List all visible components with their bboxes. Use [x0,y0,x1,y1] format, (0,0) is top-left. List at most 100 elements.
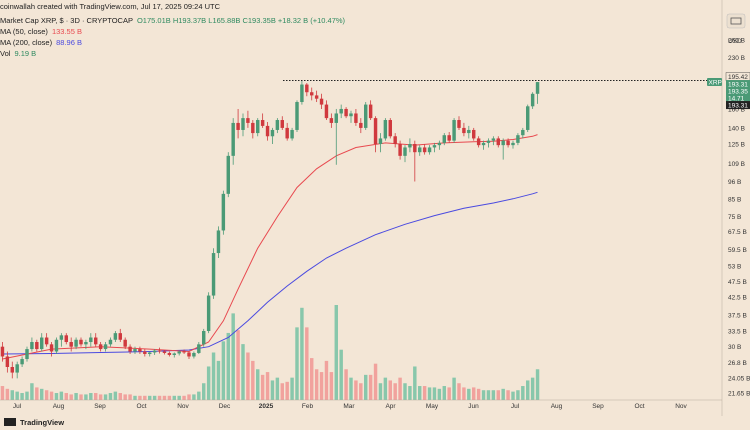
y-tick-label: 96 B [728,179,741,186]
volume-bar [177,395,181,400]
volume-bar [349,377,353,400]
candle-body [319,98,324,105]
volume-legend[interactable]: Vol 9.19 B [0,49,36,58]
candle-body [143,351,147,354]
candle-body [216,230,221,254]
volume-bars [0,305,540,400]
volume-bar [197,391,201,400]
y-tick-label: 33.5 B [728,329,747,336]
volume-bar [516,390,520,400]
y-axis-unit: USD [728,38,742,45]
price-axis[interactable] [722,0,750,430]
volume-bar [256,369,260,400]
y-tick-label: 67.5 B [728,229,747,236]
volume-bar [403,383,407,400]
volume-bar [481,390,486,400]
volume-bar [486,390,491,400]
price-badges: 195.42 XRP 193.31 193.35 14.71 193.31 [707,72,750,109]
candle-body [15,364,19,373]
volume-bar [118,393,122,400]
volume-bar [368,374,373,400]
candle-body [202,331,206,345]
y-tick-label: 59.5 B [728,247,747,254]
candle-body [526,106,530,130]
volume-bar [432,387,437,400]
candle-body [20,359,24,365]
volume-bar [413,366,417,400]
ma50-legend[interactable]: MA (50, close) 133.55 B [0,27,82,36]
candle-body [437,142,442,146]
candle-body [251,122,255,134]
candle-body [275,120,280,130]
y-tick-label: 125 B [728,142,745,149]
candle-body [383,120,388,139]
candle-body [393,136,397,145]
y-tick-label: 26.8 B [728,360,747,367]
candle-body [486,140,491,143]
candle-body [462,127,466,134]
candle-body [25,349,29,360]
volume-bar [442,386,446,400]
volume-bar [187,394,191,400]
volume-bar [496,390,500,400]
x-tick-label: Dec [219,403,231,410]
volume-bar [89,393,93,400]
volume-bar [211,352,216,400]
volume-bar [133,395,137,400]
candle-body [535,82,540,94]
volume-bar [501,388,505,400]
candle-body [157,350,162,352]
dotted-level-badge: 195.42 [728,74,748,81]
volume-bar [128,394,132,400]
candle-body [457,120,461,128]
candle-body [49,344,54,352]
candle-body [467,129,471,134]
volume-bar [462,387,466,400]
y-tick-label: 24.05 B [728,376,750,383]
candle-body [270,129,275,137]
candle-body [211,253,216,296]
volume-bar [202,383,206,400]
volume-bar [526,380,530,400]
ma200-legend[interactable]: MA (200, close) 88.96 B [0,38,82,47]
candle-body [10,366,14,373]
x-tick-label: Feb [302,403,314,410]
y-tick-label: 75 B [728,214,741,221]
y-tick-label: 109 B [728,161,745,168]
candle-body [221,193,226,231]
tradingview-logo: TradingView [4,418,64,427]
candle-body [472,129,476,139]
volume-bar [5,388,10,400]
candle-body [226,155,230,194]
candle-body [388,120,392,137]
volume-bar [94,393,98,400]
volume-bar [290,377,294,400]
volume-bar [530,377,535,400]
candle-body [128,346,132,352]
volume-bar [0,386,5,400]
volume-bar [143,395,147,400]
y-tick-label: 37.5 B [728,312,747,319]
candle-body [427,147,432,153]
volume-bar [329,372,334,400]
settings-icon[interactable] [726,13,746,29]
candle-body [54,339,59,352]
volume-bar [25,391,29,400]
x-tick-label: Oct [634,403,644,410]
volume-bar [285,381,289,400]
candle-body [324,104,329,119]
volume-bar [491,390,496,400]
y-tick-label: 160 B [728,106,745,113]
volume-bar [103,394,108,400]
volume-bar [472,387,476,400]
x-tick-label: Aug [53,403,65,410]
volume-bar [260,374,265,400]
ma200-path [2,191,538,355]
candle-body [408,144,412,148]
volume-bar [148,395,152,400]
candle-body [187,352,191,357]
candle-body [260,120,265,126]
x-axis-ticks: Jul Aug Sep Oct Nov Dec 2025 Feb Mar Apr May Jun Jul… [13,403,688,410]
